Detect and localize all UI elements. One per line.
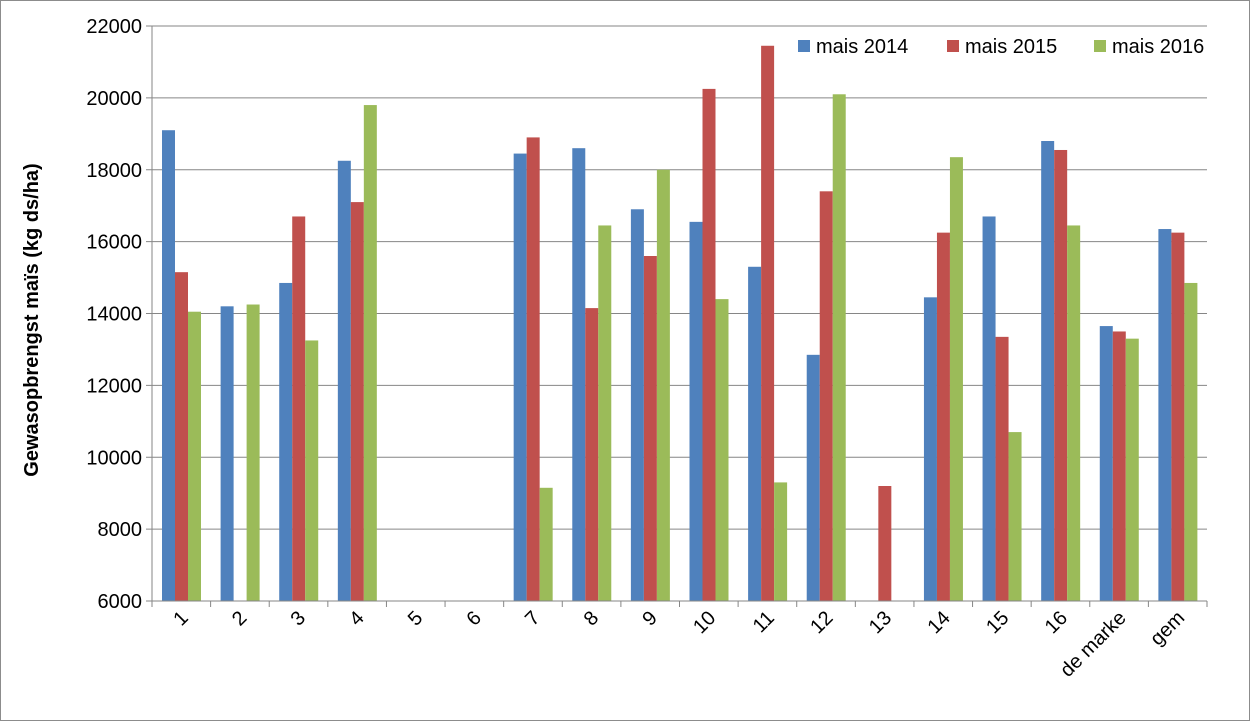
x-tick-label: 15: [982, 607, 1013, 638]
bar-mais-2016-9: [656, 169, 670, 601]
legend-swatch-mais-2015: [947, 40, 959, 52]
bar-mais-2014-9: [630, 209, 644, 601]
legend: mais 2014 mais 2015 mais 2016: [798, 36, 1204, 58]
y-tick-label: 18000: [86, 160, 142, 182]
bar-mais-2015-16: [1054, 149, 1068, 601]
bar-mais-2014-7: [513, 153, 527, 601]
bar-mais-2016-15: [1008, 432, 1022, 601]
bar-mais-2015-3: [292, 216, 306, 601]
x-tick-label: 4: [345, 607, 368, 630]
bar-mais-2015-10: [702, 88, 716, 601]
bar-mais-2016-4: [363, 105, 377, 601]
bar-mais-2014-14: [923, 297, 937, 601]
bar-mais-2016-8: [598, 225, 612, 601]
bar-mais-2016-7: [539, 487, 553, 601]
bar-mais-2016-de-marke: [1125, 338, 1139, 601]
bar-mais-2015-13: [878, 486, 892, 601]
legend-label-mais-2015: mais 2015: [965, 36, 1057, 58]
bar-mais-2014-10: [689, 221, 703, 601]
bar-mais-2014-12: [806, 354, 820, 601]
bar-mais-2016-11: [774, 482, 788, 601]
bar-mais-2014-4: [337, 160, 351, 601]
bar-mais-2014-3: [279, 282, 293, 601]
y-tick-label: 8000: [98, 519, 143, 541]
bar-mais-2016-2: [246, 304, 260, 601]
y-tick-label: 22000: [86, 16, 142, 38]
x-tick-label: 16: [1041, 607, 1072, 638]
y-tick-label: 10000: [86, 447, 142, 469]
bar-mais-2015-12: [819, 191, 833, 601]
x-tick-label: 8: [580, 607, 603, 630]
x-tick-label: 14: [923, 607, 954, 638]
x-tick-label: 6: [462, 607, 485, 630]
bar-mais-2016-14: [949, 157, 963, 601]
bar-mais-2015-de-marke: [1112, 331, 1126, 601]
y-axis-title: Gewasopbrengst maïs (kg ds/ha): [21, 163, 43, 476]
bar-mais-2014-1: [162, 130, 175, 601]
axes: [151, 26, 1208, 607]
legend-swatch-mais-2016: [1094, 40, 1106, 52]
bar-mais-2016-12: [832, 94, 846, 601]
bar-mais-2015-9: [643, 256, 657, 601]
bar-mais-2015-gem: [1171, 232, 1185, 601]
y-tick-label: 16000: [86, 232, 142, 254]
x-tick-label: 5: [404, 607, 427, 630]
x-tick-label: 7: [521, 607, 544, 630]
legend-label-mais-2016: mais 2016: [1112, 36, 1204, 58]
x-tick-label: 11: [749, 607, 779, 637]
bar-mais-2016-10: [715, 299, 729, 601]
y-tick-label: 12000: [86, 375, 142, 397]
x-tick-label: 3: [287, 607, 310, 630]
bar-mais-2016-gem: [1184, 282, 1198, 601]
y-tick-label: 20000: [86, 88, 142, 110]
bar-mais-2015-1: [175, 272, 188, 601]
x-tick-label: 13: [865, 607, 896, 638]
bar-mais-2015-11: [761, 45, 775, 601]
y-tick-labels: 6000 8000 10000 12000 14000 16000 18000 20000 22…: [86, 16, 142, 613]
x-tick-label: gem: [1146, 607, 1189, 650]
bar-mais-2015-15: [995, 336, 1009, 601]
bar-mais-2015-14: [936, 232, 950, 601]
bar-mais-2015-7: [526, 137, 540, 601]
bar-mais-2014-gem: [1158, 229, 1172, 601]
x-tick-label: 9: [638, 607, 661, 630]
gridlines: [146, 25, 1207, 602]
y-tick-label: 6000: [98, 591, 143, 613]
y-tick-label: 14000: [86, 304, 142, 326]
bar-mais-2016-16: [1067, 225, 1081, 601]
x-tick-label: 12: [806, 607, 837, 638]
bar-mais-2014-8: [572, 148, 586, 601]
bar-mais-2016-1: [188, 311, 201, 601]
legend-swatch-mais-2014: [798, 40, 810, 52]
x-tick-label: 1: [169, 607, 192, 630]
bar-mais-2015-4: [350, 202, 364, 601]
x-tick-label: 2: [228, 607, 251, 630]
bar-mais-2014-de-marke: [1099, 326, 1113, 601]
bar-mais-2014-16: [1041, 141, 1055, 601]
bar-mais-2016-3: [305, 340, 319, 601]
bar-mais-2014-2: [220, 306, 234, 601]
bars: [162, 45, 1198, 601]
bar-mais-2014-11: [748, 266, 762, 601]
legend-label-mais-2014: mais 2014: [816, 36, 908, 58]
bar-mais-2014-15: [982, 216, 996, 601]
x-tick-label: 10: [689, 607, 720, 638]
bar-mais-2015-8: [585, 308, 599, 601]
